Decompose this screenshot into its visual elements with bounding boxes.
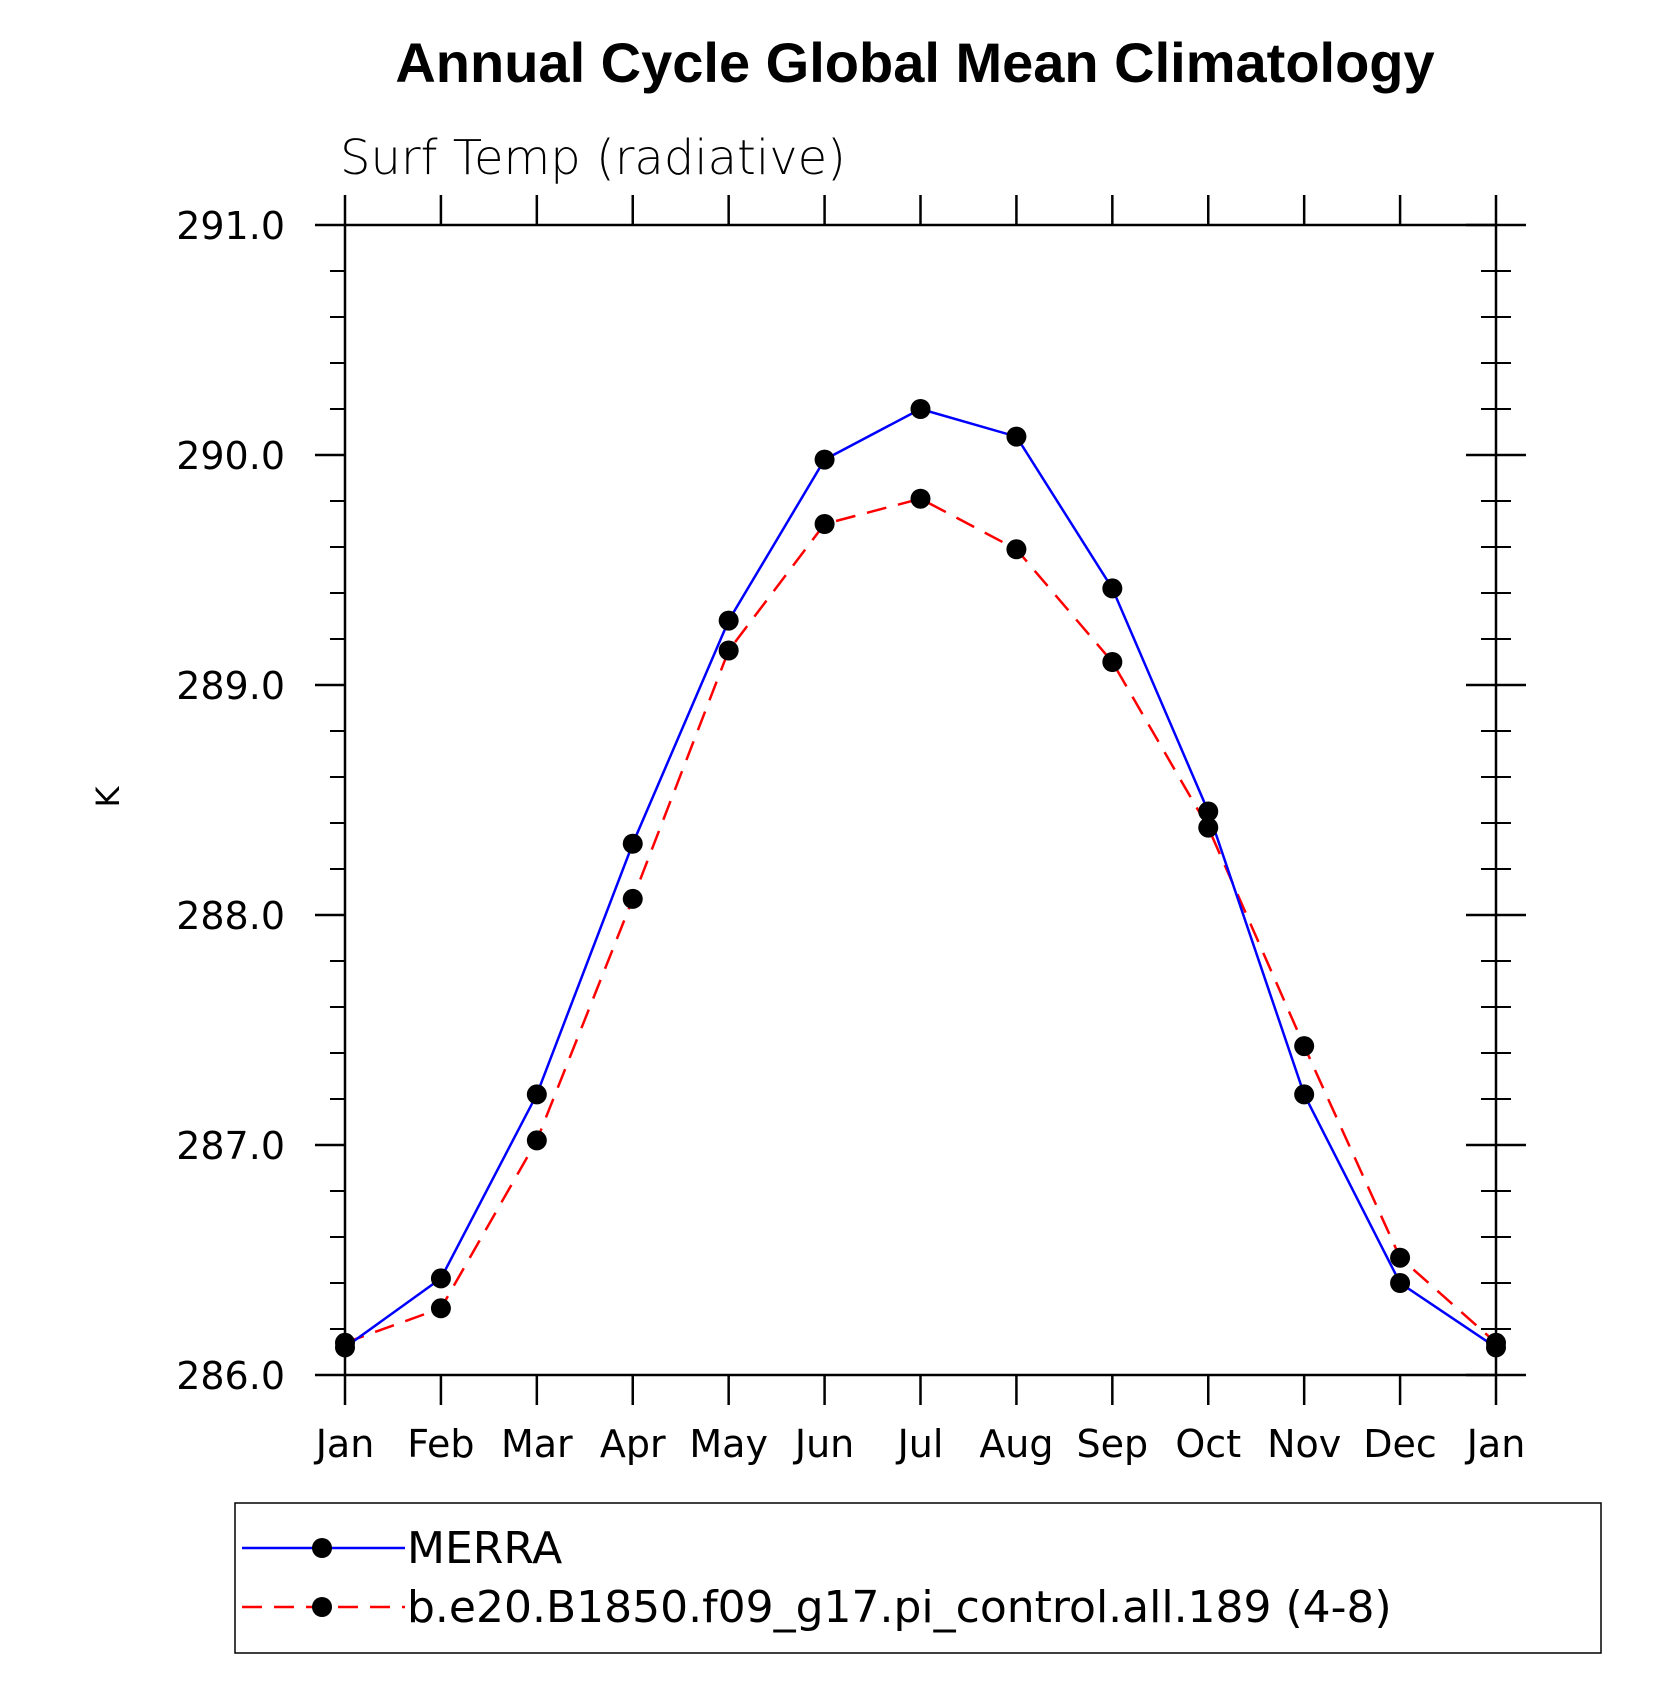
- y-tick-label: 287.0: [176, 1124, 285, 1168]
- data-point-merra: [526, 1084, 547, 1105]
- data-point-merra: [1294, 1084, 1315, 1105]
- data-point-model: [622, 888, 643, 909]
- x-tick-label: Jan: [1465, 1422, 1526, 1466]
- x-tick-label: Jun: [793, 1422, 854, 1466]
- series-line-merra: [344, 407, 1497, 1349]
- x-tick-label: Sep: [1077, 1422, 1149, 1466]
- chart-title: Annual Cycle Global Mean Climatology: [395, 31, 1434, 94]
- series-layer: [335, 399, 1506, 1358]
- data-point-model: [814, 514, 835, 534]
- x-tick-label: Apr: [600, 1422, 666, 1466]
- legend-label-model: b.e20.B1850.f09_g17.pi_control.all.189 (…: [407, 1582, 1392, 1633]
- series-line-model: [344, 497, 1497, 1344]
- plot-frame: [343, 223, 1498, 1377]
- legend: MERRA b.e20.B1850.f09_g17.pi_control.all…: [234, 1502, 1602, 1654]
- data-point-merra: [814, 449, 835, 470]
- data-point-model: [910, 488, 931, 509]
- axes: 286.0 287.0 288.0 289.0 290.0 291.0 Jan Feb Mar A…: [176, 195, 1526, 1466]
- data-point-merra: [1006, 426, 1027, 447]
- data-point-merra: [1390, 1273, 1411, 1293]
- legend-marker-merra: [312, 1538, 332, 1558]
- x-tick-label: Feb: [407, 1422, 474, 1466]
- data-point-model: [1198, 817, 1219, 838]
- y-tick-label: 286.0: [176, 1354, 285, 1398]
- data-point-merra: [1102, 578, 1123, 599]
- data-point-model: [1294, 1036, 1315, 1057]
- y-tick-label: 288.0: [176, 894, 285, 938]
- data-point-model: [718, 640, 739, 661]
- data-point-model: [430, 1298, 451, 1319]
- x-tick-label: Oct: [1175, 1422, 1241, 1466]
- data-point-model: [1102, 652, 1123, 672]
- data-point-merra: [430, 1268, 451, 1289]
- x-tick-label: Mar: [501, 1422, 573, 1466]
- x-tick-label: Nov: [1267, 1422, 1341, 1466]
- data-point-merra: [1198, 801, 1219, 822]
- x-tick-label: May: [689, 1422, 768, 1466]
- chart-subtitle: Surf Temp (radiative): [340, 130, 846, 186]
- data-point-model: [1390, 1247, 1411, 1268]
- x-tick-label: Aug: [979, 1422, 1053, 1466]
- y-axis-label: K: [89, 785, 127, 807]
- y-tick-label: 290.0: [176, 434, 285, 478]
- data-point-merra: [335, 1337, 355, 1358]
- legend-box: [234, 1502, 1602, 1654]
- data-point-merra: [622, 833, 643, 854]
- data-point-model: [1006, 539, 1027, 560]
- data-point-merra: [910, 399, 931, 419]
- x-tick-label: Dec: [1363, 1422, 1437, 1466]
- x-tick-label: Jan: [314, 1422, 375, 1466]
- data-point-merra: [1486, 1337, 1506, 1358]
- y-tick-label: 289.0: [176, 664, 285, 708]
- data-point-merra: [718, 610, 739, 631]
- legend-marker-model: [312, 1597, 332, 1617]
- y-tick-label: 291.0: [176, 204, 285, 248]
- legend-label-merra: MERRA: [407, 1523, 562, 1574]
- x-tick-label: Jul: [896, 1422, 944, 1466]
- data-point-model: [526, 1130, 547, 1151]
